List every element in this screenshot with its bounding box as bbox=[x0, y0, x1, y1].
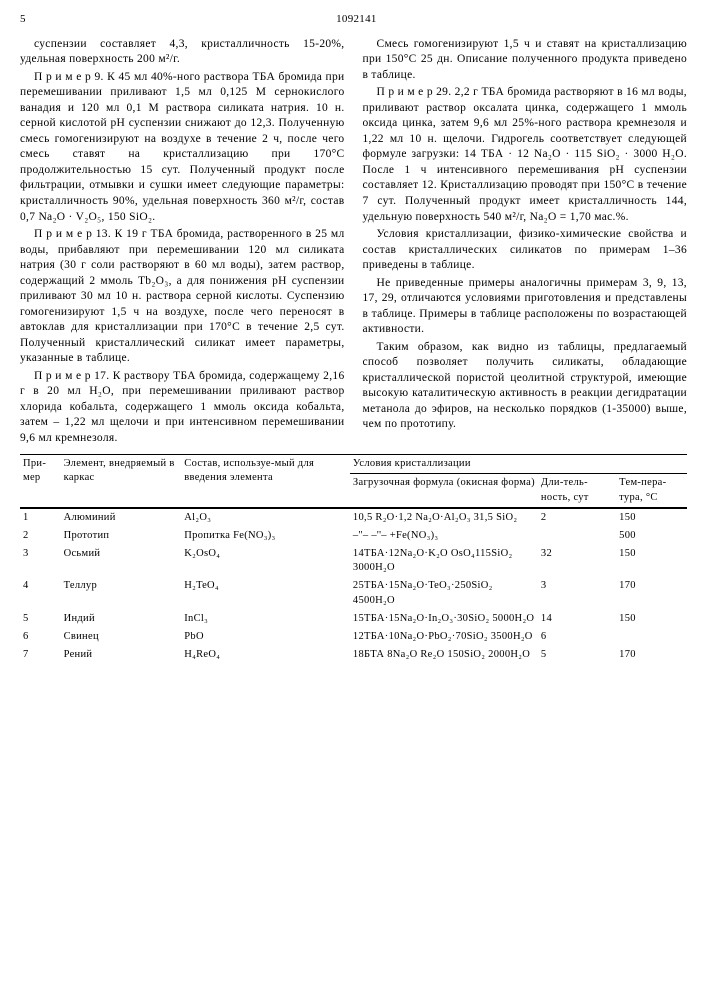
cell-t: 150 bbox=[616, 508, 687, 527]
cell-n: 3 bbox=[20, 545, 61, 577]
cell-dur: 3 bbox=[538, 577, 616, 609]
crystallization-table: При-мер Элемент, внедряемый в каркас Сос… bbox=[20, 454, 687, 664]
table-row: 4 Теллур H₂TeO₄ 25ТБА·15Na₂O·TeO₃·250SiO… bbox=[20, 577, 687, 609]
cell-el: Теллур bbox=[61, 577, 182, 609]
col-temperature: Тем-пера-тура, °С bbox=[616, 474, 687, 507]
paragraph: П р и м е р 9. К 45 мл 40%-ного раствора… bbox=[20, 70, 345, 225]
table-row: 2 Прототип Пропитка Fe(NO₃)₃ –''– –''– +… bbox=[20, 527, 687, 545]
cell-comp: InCl₃ bbox=[181, 610, 350, 628]
cell-dur bbox=[538, 527, 616, 545]
header-center: 1092141 bbox=[336, 12, 377, 27]
paragraph: П р и м е р 29. 2,2 г ТБА бромида раство… bbox=[363, 85, 688, 225]
cell-comp: H₂TeO₄ bbox=[181, 577, 350, 609]
col-formula: Загрузочная формула (окисная форма) bbox=[350, 474, 538, 507]
col-composition: Состав, используе-мый для введения элеме… bbox=[181, 455, 350, 508]
cell-formula: 25ТБА·15Na₂O·TeO₃·250SiO₂ 4500H₂O bbox=[350, 577, 538, 609]
paragraph: П р и м е р 13. К 19 г ТБА бромида, раст… bbox=[20, 227, 345, 367]
cell-comp: H₄ReO₄ bbox=[181, 646, 350, 664]
cell-t: 170 bbox=[616, 577, 687, 609]
cell-dur: 32 bbox=[538, 545, 616, 577]
cell-t: 500 bbox=[616, 527, 687, 545]
cell-el: Прототип bbox=[61, 527, 182, 545]
table-row: 1 Алюминий Al₂O₃ 10,5 R₂O·1,2 Na₂O·Al₂O₃… bbox=[20, 508, 687, 527]
body-columns: суспензии составляет 4,3, кристалличност… bbox=[20, 37, 687, 446]
cell-dur: 2 bbox=[538, 508, 616, 527]
cell-dur: 14 bbox=[538, 610, 616, 628]
cell-el: Осьмий bbox=[61, 545, 182, 577]
cell-n: 5 bbox=[20, 610, 61, 628]
cell-t bbox=[616, 628, 687, 646]
cell-comp: K₂OsO₄ bbox=[181, 545, 350, 577]
cell-comp: Пропитка Fe(NO₃)₃ bbox=[181, 527, 350, 545]
table-row: 5 Индий InCl₃ 15ТБА·15Na₂O·In₂O₃·30SiO₂ … bbox=[20, 610, 687, 628]
table-row: 3 Осьмий K₂OsO₄ 14ТБА·12Na₂O·K₂O OsO₄115… bbox=[20, 545, 687, 577]
cell-n: 6 bbox=[20, 628, 61, 646]
paragraph: Таким образом, как видно из таблицы, пре… bbox=[363, 340, 688, 433]
cell-el: Алюминий bbox=[61, 508, 182, 527]
col-element: Элемент, внедряемый в каркас bbox=[61, 455, 182, 508]
cell-t: 170 bbox=[616, 646, 687, 664]
cell-n: 7 bbox=[20, 646, 61, 664]
cell-t: 150 bbox=[616, 545, 687, 577]
cell-n: 1 bbox=[20, 508, 61, 527]
cell-el: Свинец bbox=[61, 628, 182, 646]
table-row: 7 Рений H₄ReO₄ 18БТА 8Na₂O Re₂O 150SiO₂ … bbox=[20, 646, 687, 664]
cell-formula: 15ТБА·15Na₂O·In₂O₃·30SiO₂ 5000H₂O bbox=[350, 610, 538, 628]
cell-formula: 18БТА 8Na₂O Re₂O 150SiO₂ 2000H₂O bbox=[350, 646, 538, 664]
paragraph: Не приведенные примеры аналогичны пример… bbox=[363, 276, 688, 338]
col-conditions: Условия кристаллизации bbox=[350, 455, 687, 474]
col-example: При-мер bbox=[20, 455, 61, 508]
table-body: 1 Алюминий Al₂O₃ 10,5 R₂O·1,2 Na₂O·Al₂O₃… bbox=[20, 508, 687, 664]
cell-formula: –''– –''– +Fe(NO₃)₃ bbox=[350, 527, 538, 545]
header-left: 5 bbox=[20, 12, 26, 27]
cell-comp: Al₂O₃ bbox=[181, 508, 350, 527]
cell-formula: 12ТБА·10Na₂O·PbO₂·70SiO₂ 3500H₂O bbox=[350, 628, 538, 646]
cell-el: Индий bbox=[61, 610, 182, 628]
table-row: 6 Свинец PbO 12ТБА·10Na₂O·PbO₂·70SiO₂ 35… bbox=[20, 628, 687, 646]
col-duration: Дли-тель-ность, сут bbox=[538, 474, 616, 507]
cell-n: 2 bbox=[20, 527, 61, 545]
paragraph: П р и м е р 17. К раствору ТБА бромида, … bbox=[20, 369, 345, 447]
cell-comp: PbO bbox=[181, 628, 350, 646]
cell-formula: 14ТБА·12Na₂O·K₂O OsO₄115SiO₂ 3000H₂O bbox=[350, 545, 538, 577]
paragraph: Условия кристаллизации, физико-химически… bbox=[363, 227, 688, 274]
page-header: 5 1092141 bbox=[20, 12, 687, 27]
paragraph: суспензии составляет 4,3, кристалличност… bbox=[20, 37, 345, 68]
cell-dur: 6 bbox=[538, 628, 616, 646]
paragraph: Смесь гомогенизируют 1,5 ч и ставят на к… bbox=[363, 37, 688, 84]
cell-n: 4 bbox=[20, 577, 61, 609]
cell-formula: 10,5 R₂O·1,2 Na₂O·Al₂O₃ 31,5 SiO₂ bbox=[350, 508, 538, 527]
cell-dur: 5 bbox=[538, 646, 616, 664]
cell-el: Рений bbox=[61, 646, 182, 664]
cell-t: 150 bbox=[616, 610, 687, 628]
